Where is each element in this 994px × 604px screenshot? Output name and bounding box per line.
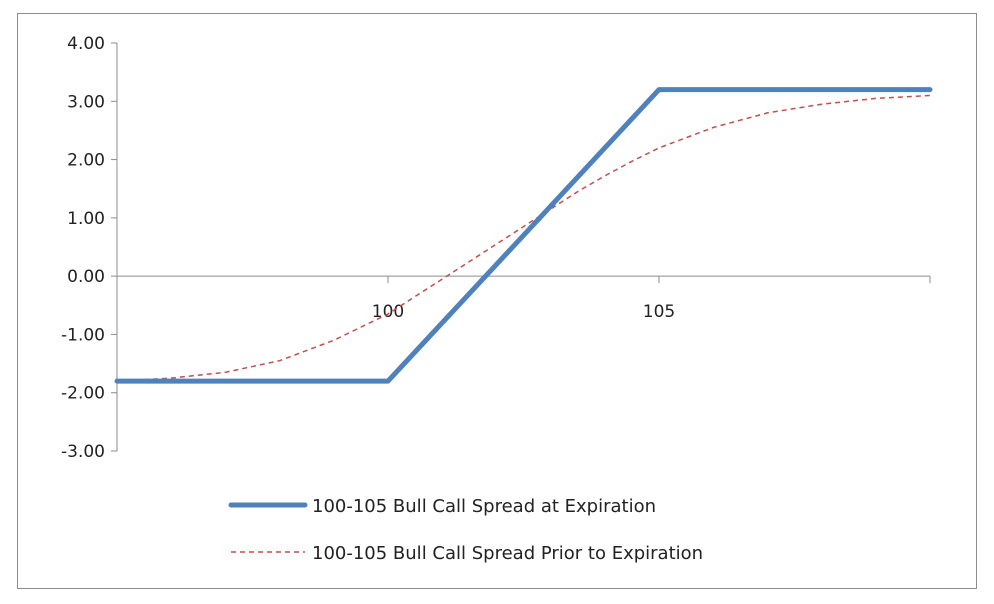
legend-label-prior: 100-105 Bull Call Spread Prior to Expira… bbox=[312, 543, 703, 564]
y-tick-label: -3.00 bbox=[61, 442, 105, 462]
y-tick-label: -1.00 bbox=[61, 325, 105, 345]
y-tick-label: -2.00 bbox=[61, 384, 105, 404]
legend-label-expiration: 100-105 Bull Call Spread at Expiration bbox=[312, 496, 656, 517]
series-group bbox=[114, 87, 933, 384]
x-tick-label: 105 bbox=[643, 302, 675, 322]
y-tick-label: 2.00 bbox=[67, 151, 105, 171]
x-axis-ticks: 100 105 bbox=[116, 276, 931, 322]
series-line-expiration bbox=[114, 87, 933, 384]
chart-frame bbox=[17, 13, 977, 589]
y-tick-label: 0.00 bbox=[67, 267, 105, 287]
x-tick-label: 100 bbox=[372, 302, 404, 322]
legend: 100-105 Bull Call Spread at Expiration 1… bbox=[228, 496, 703, 564]
y-axis-ticks: 4.00 3.00 2.00 1.00 0.00 -1.00 -2.00 -3.00 bbox=[61, 34, 117, 462]
axes bbox=[116, 43, 930, 451]
y-tick-label: 4.00 bbox=[67, 34, 105, 54]
y-tick-label: 1.00 bbox=[67, 209, 105, 229]
series-line-prior bbox=[116, 94, 931, 382]
y-tick-label: 3.00 bbox=[67, 92, 105, 112]
